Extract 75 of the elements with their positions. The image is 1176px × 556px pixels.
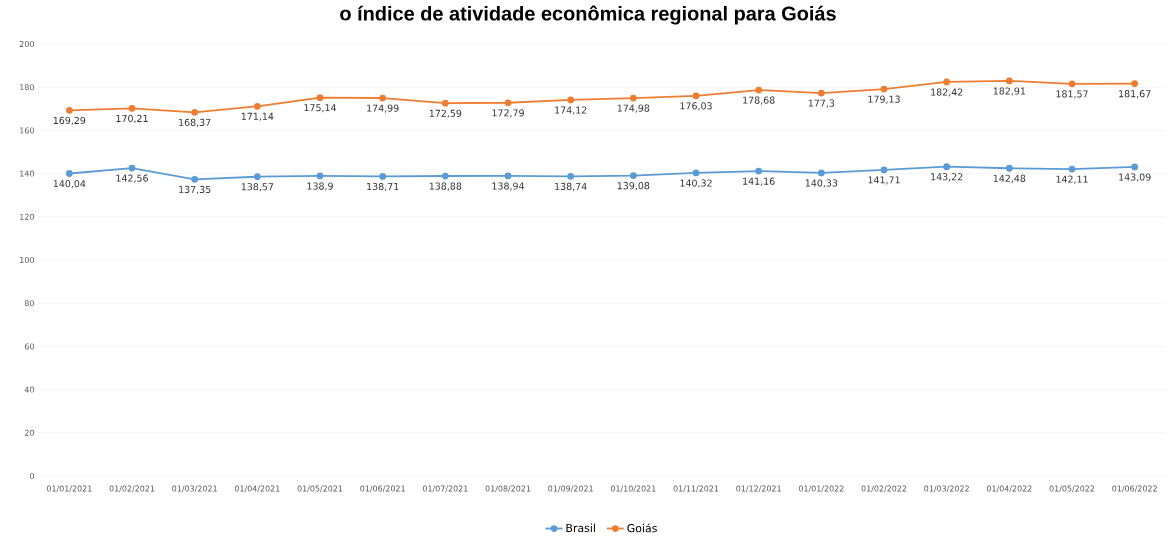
point: [379, 94, 387, 102]
data-label: 176,03: [680, 102, 712, 111]
point: [1005, 164, 1013, 172]
data-label: 182,91: [993, 87, 1026, 96]
data-label: 171,14: [241, 112, 274, 121]
point: [65, 106, 73, 114]
point: [943, 78, 951, 86]
data-label: 177,3: [808, 99, 835, 108]
chart-title: o índice de atividade econômica regional para Goiás: [340, 5, 836, 25]
data-label: 138,71: [367, 182, 399, 192]
data-label: 138,74: [555, 182, 587, 191]
point: [692, 92, 700, 100]
point: [880, 166, 888, 174]
point: [755, 86, 763, 94]
data-label: 137,35: [179, 185, 211, 194]
data-label: 138,57: [241, 183, 274, 192]
data-label: 143,22: [931, 173, 963, 182]
data-label: 140,33: [805, 179, 838, 188]
data-label: 138,88: [429, 182, 462, 191]
data-label: 143,09: [1119, 173, 1151, 182]
point: [191, 175, 199, 183]
point: [504, 172, 512, 180]
data-label: 172,59: [429, 109, 462, 118]
point: [65, 170, 73, 177]
point: [1005, 77, 1013, 85]
data-label: 142,48: [993, 174, 1026, 183]
data-label: 178,68: [743, 96, 775, 105]
point: [316, 94, 324, 102]
point: [567, 96, 575, 104]
data-label: 169,29: [53, 116, 86, 125]
point: [504, 99, 512, 107]
point: [128, 164, 136, 172]
point: [817, 89, 825, 97]
point: [567, 172, 575, 180]
data-label: 140,04: [53, 180, 86, 189]
data-label: 181,67: [1119, 90, 1151, 99]
point: [316, 172, 324, 180]
point: [817, 169, 825, 177]
point: [253, 102, 261, 110]
legend-label: Brasil: [566, 523, 595, 533]
data-label: 179,13: [868, 95, 900, 104]
point: [692, 169, 700, 177]
point: [880, 85, 888, 93]
data-label: 182,42: [931, 88, 963, 97]
data-label: 168,37: [179, 118, 211, 127]
point: [1068, 165, 1076, 173]
data-label: 174,98: [617, 104, 650, 113]
point: [379, 172, 387, 180]
data-label: 170,21: [116, 114, 148, 123]
data-label: 141,16: [743, 177, 775, 186]
data-label: 172,79: [492, 109, 524, 118]
data-label: 141,71: [868, 176, 900, 185]
data-label: 139,08: [617, 182, 650, 191]
data-label: 138,94: [492, 182, 525, 191]
point: [1131, 163, 1139, 171]
legend-label: Goiás: [627, 523, 657, 533]
data-label: 181,57: [1056, 90, 1088, 99]
point: [441, 172, 449, 180]
data-label: 140,32: [680, 179, 712, 188]
point: [629, 172, 637, 179]
point: [1068, 80, 1076, 88]
data-label: 142,11: [1056, 175, 1088, 184]
point: [1131, 80, 1139, 87]
point: [253, 173, 261, 181]
point: [943, 163, 951, 171]
data-label: 142,56: [116, 174, 148, 183]
data-label: 174,99: [367, 104, 399, 113]
point: [128, 104, 136, 112]
point: [441, 99, 449, 107]
point: [629, 94, 637, 102]
point: [191, 108, 199, 116]
point: [755, 167, 763, 175]
data-label: 138,9: [307, 182, 333, 191]
data-label: 174,12: [555, 106, 587, 115]
data-label: 175,14: [304, 104, 337, 113]
